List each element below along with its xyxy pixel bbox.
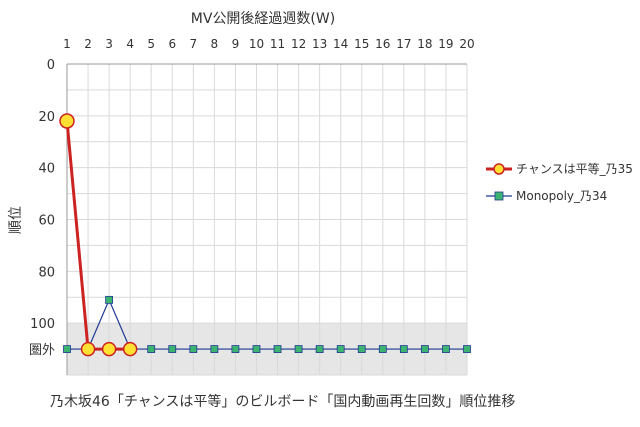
x-tick-label-15: 16 (375, 37, 390, 51)
x-tick-label-13: 14 (333, 37, 348, 51)
x-tick-label-1: 2 (84, 37, 92, 51)
x-tick-label-16: 17 (396, 37, 411, 51)
legend-swatch-marker-1 (494, 191, 504, 201)
series-0-line (65, 120, 131, 351)
series-1-point-15 (378, 345, 387, 353)
series-1-point-19 (463, 345, 471, 353)
series-1-point-12 (315, 345, 324, 353)
x-tick-label-5: 6 (168, 37, 176, 51)
series-1-point-17 (420, 345, 429, 353)
x-tick-label-4: 5 (147, 37, 155, 51)
series-layer (59, 113, 471, 357)
y-tick-label-4: 80 (38, 265, 55, 280)
x-tick-label-18: 19 (438, 37, 453, 51)
x-tick-labels: 1 2 3 4 5 6 7 8 9 10 11 12 13 14 15 16 17 18 19 20 (63, 37, 474, 51)
x-tick-label-7: 8 (211, 37, 219, 51)
series-1-point-7 (210, 345, 219, 353)
x-tick-label-6: 7 (189, 37, 197, 51)
legend-label-0: チャンスは平等_乃35 (516, 162, 633, 176)
y-tick-label-2: 40 (38, 162, 55, 177)
series-1-point-11 (294, 345, 303, 353)
x-tick-label-11: 12 (291, 37, 306, 51)
series-0-point-2 (101, 341, 117, 357)
x-tick-label-8: 9 (232, 37, 240, 51)
series-1-point-8 (231, 345, 240, 353)
series-0-point-0 (59, 113, 75, 129)
series-1-point-6 (189, 345, 198, 353)
series-1-point-0 (63, 345, 71, 353)
x-tick-label-9: 10 (249, 37, 264, 51)
x-tick-label-0: 1 (63, 37, 71, 51)
x-axis-title: MV公開後経過週数(W) (191, 11, 335, 27)
legend-swatch-marker-0 (493, 163, 505, 175)
x-tick-label-10: 11 (270, 37, 285, 51)
y-tick-label-1: 20 (38, 110, 55, 125)
y-axis-title: 順位 (8, 206, 24, 234)
x-tick-label-3: 4 (126, 37, 134, 51)
series-1-point-9 (252, 345, 261, 353)
series-1-point-14 (357, 345, 366, 353)
grid (66, 64, 468, 376)
x-tick-label-19: 20 (459, 37, 474, 51)
y-tick-label-5: 100 (30, 317, 55, 332)
series-1-point-2 (105, 295, 114, 304)
series-0-point-1 (80, 341, 96, 357)
series-1-point-16 (399, 345, 408, 353)
series-1-point-5 (168, 345, 177, 353)
series-1-point-13 (336, 345, 345, 353)
out-of-chart-label: 圏外 (29, 343, 55, 358)
x-tick-label-12: 13 (312, 37, 327, 51)
series-1-point-4 (147, 345, 156, 353)
x-tick-label-2: 3 (105, 37, 113, 51)
x-tick-label-14: 15 (354, 37, 369, 51)
legend: チャンスは平等_乃35 Monopoly_乃34 (486, 162, 633, 203)
legend-label-1: Monopoly_乃34 (516, 189, 607, 203)
series-1-point-10 (273, 345, 282, 353)
series-1-point-18 (442, 345, 450, 353)
series-0-point-3 (122, 341, 138, 357)
y-tick-label-3: 60 (38, 214, 55, 229)
y-tick-labels: 0 20 40 60 80 100 (30, 58, 55, 332)
chart-caption: 乃木坂46「チャンスは平等」のビルボード「国内動画再生回数」順位推移 (50, 393, 515, 410)
x-tick-label-17: 18 (417, 37, 432, 51)
y-tick-label-0: 0 (47, 58, 55, 73)
